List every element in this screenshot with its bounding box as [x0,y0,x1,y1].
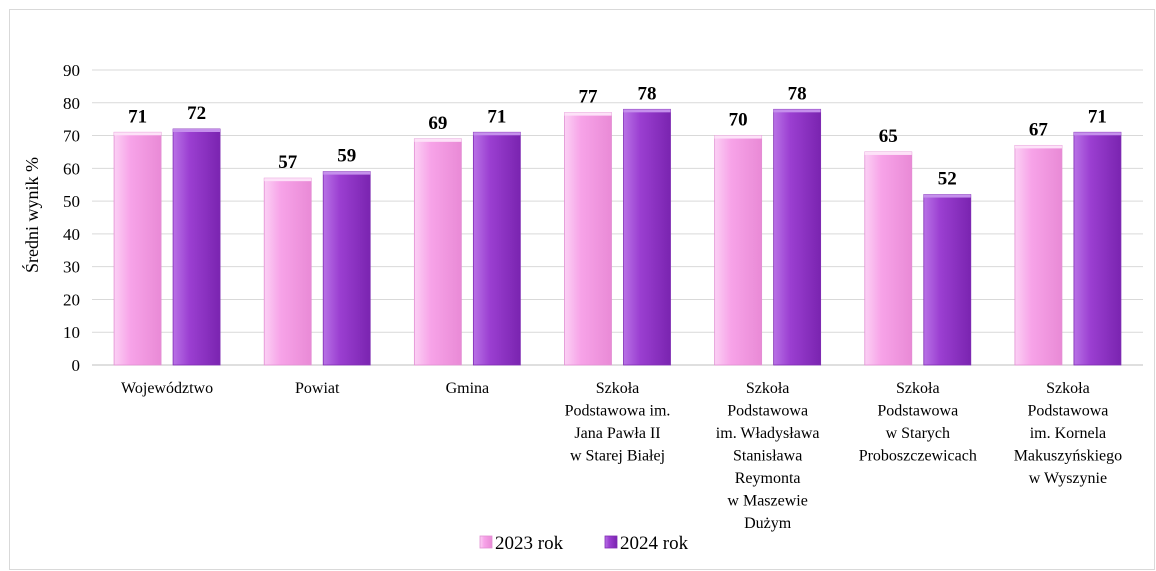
bar-top-highlight [473,132,521,136]
bar-top-highlight [114,132,162,136]
data-label: 70 [729,110,748,131]
legend-swatch [479,535,493,549]
y-axis-title: Średni wynik % [21,157,42,273]
bar-top-highlight [923,194,971,198]
bar-top-highlight [1014,145,1062,149]
data-label: 71 [487,106,506,127]
bar-top-highlight [564,112,612,116]
bar-2023-rok-4 [564,112,612,366]
bar-2023-rok-2 [263,177,312,366]
bar-top-highlight [864,151,912,155]
bar-top-highlight [773,109,821,113]
bar-2024-rok-4 [623,108,671,366]
x-axis: Województwo Powiat Gmina Szkoła Podstawowa i… [121,380,1122,532]
x-tick-label: Szkoła Podstawowa im. Kornela Makuszyńskieg… [1014,380,1122,487]
data-label: 78 [638,83,657,104]
x-tick-label: Szkoła Podstawowa im. Władysława Stanisława… [716,380,820,532]
bar-2023-rok-1 [113,131,162,366]
data-label: 78 [788,83,807,104]
legend-label: 2023 rok [495,533,564,554]
bar-top-highlight [173,129,221,132]
bar-2023-rok-5 [714,135,763,366]
bar-top-highlight [414,138,462,142]
bar-2023-rok-3 [413,138,462,366]
data-label: 71 [128,106,147,127]
x-tick-label: Gmina [446,380,490,397]
y-tick-label: 40 [63,225,80,244]
data-label: 77 [579,87,599,108]
legend-label: 2024 rok [620,533,689,554]
bar-2024-rok-2 [322,171,371,366]
x-tick-label: Szkoła Podstawowa w Starych Proboszczewicac… [859,380,977,465]
data-label: 69 [428,113,447,134]
y-axis: 0 10 20 30 40 50 60 70 80 90 [63,61,80,375]
data-label: 72 [187,103,206,124]
bar-top-highlight [623,109,671,113]
bar-2023-rok-6 [864,151,913,366]
y-tick-label: 10 [63,323,80,342]
bar-top-highlight [264,178,312,182]
bar-2024-rok-3 [472,131,521,366]
legend: 2023 rok 2024 rok [479,533,689,554]
bar-2023-rok-7 [1014,144,1063,366]
y-tick-label: 30 [63,258,80,277]
x-tick-label: Szkoła Podstawowa im. Jana Pawła II w Stare… [565,380,671,465]
data-label: 65 [879,126,898,147]
bar-top-highlight [323,171,371,175]
x-tick-label: Województwo [121,380,213,397]
chart-frame [9,9,1155,570]
data-label: 52 [938,169,957,190]
bar-top-highlight [1073,132,1121,136]
bar-2024-rok-7 [1073,131,1122,366]
data-label: 67 [1029,119,1049,140]
y-tick-label: 50 [63,192,80,211]
bars [113,108,1122,366]
bar-2024-rok-5 [773,108,822,366]
x-tick-label: Powiat [295,380,340,397]
data-label: 59 [337,146,356,167]
gridlines [92,69,1143,366]
legend-swatch [604,535,618,549]
y-tick-label: 90 [63,61,80,80]
y-tick-label: 80 [63,94,80,113]
data-label: 71 [1088,106,1107,127]
y-tick-label: 60 [63,159,80,178]
bar-2024-rok-6 [923,194,972,366]
y-tick-label: 0 [72,356,81,375]
y-tick-label: 20 [63,290,80,309]
y-tick-label: 70 [63,127,80,146]
bar-2024-rok-1 [172,128,221,366]
data-labels: 71 57 69 77 70 65 67 72 59 71 78 78 52 71 [128,83,1107,189]
bar-top-highlight [714,135,762,139]
data-label: 57 [278,152,298,173]
